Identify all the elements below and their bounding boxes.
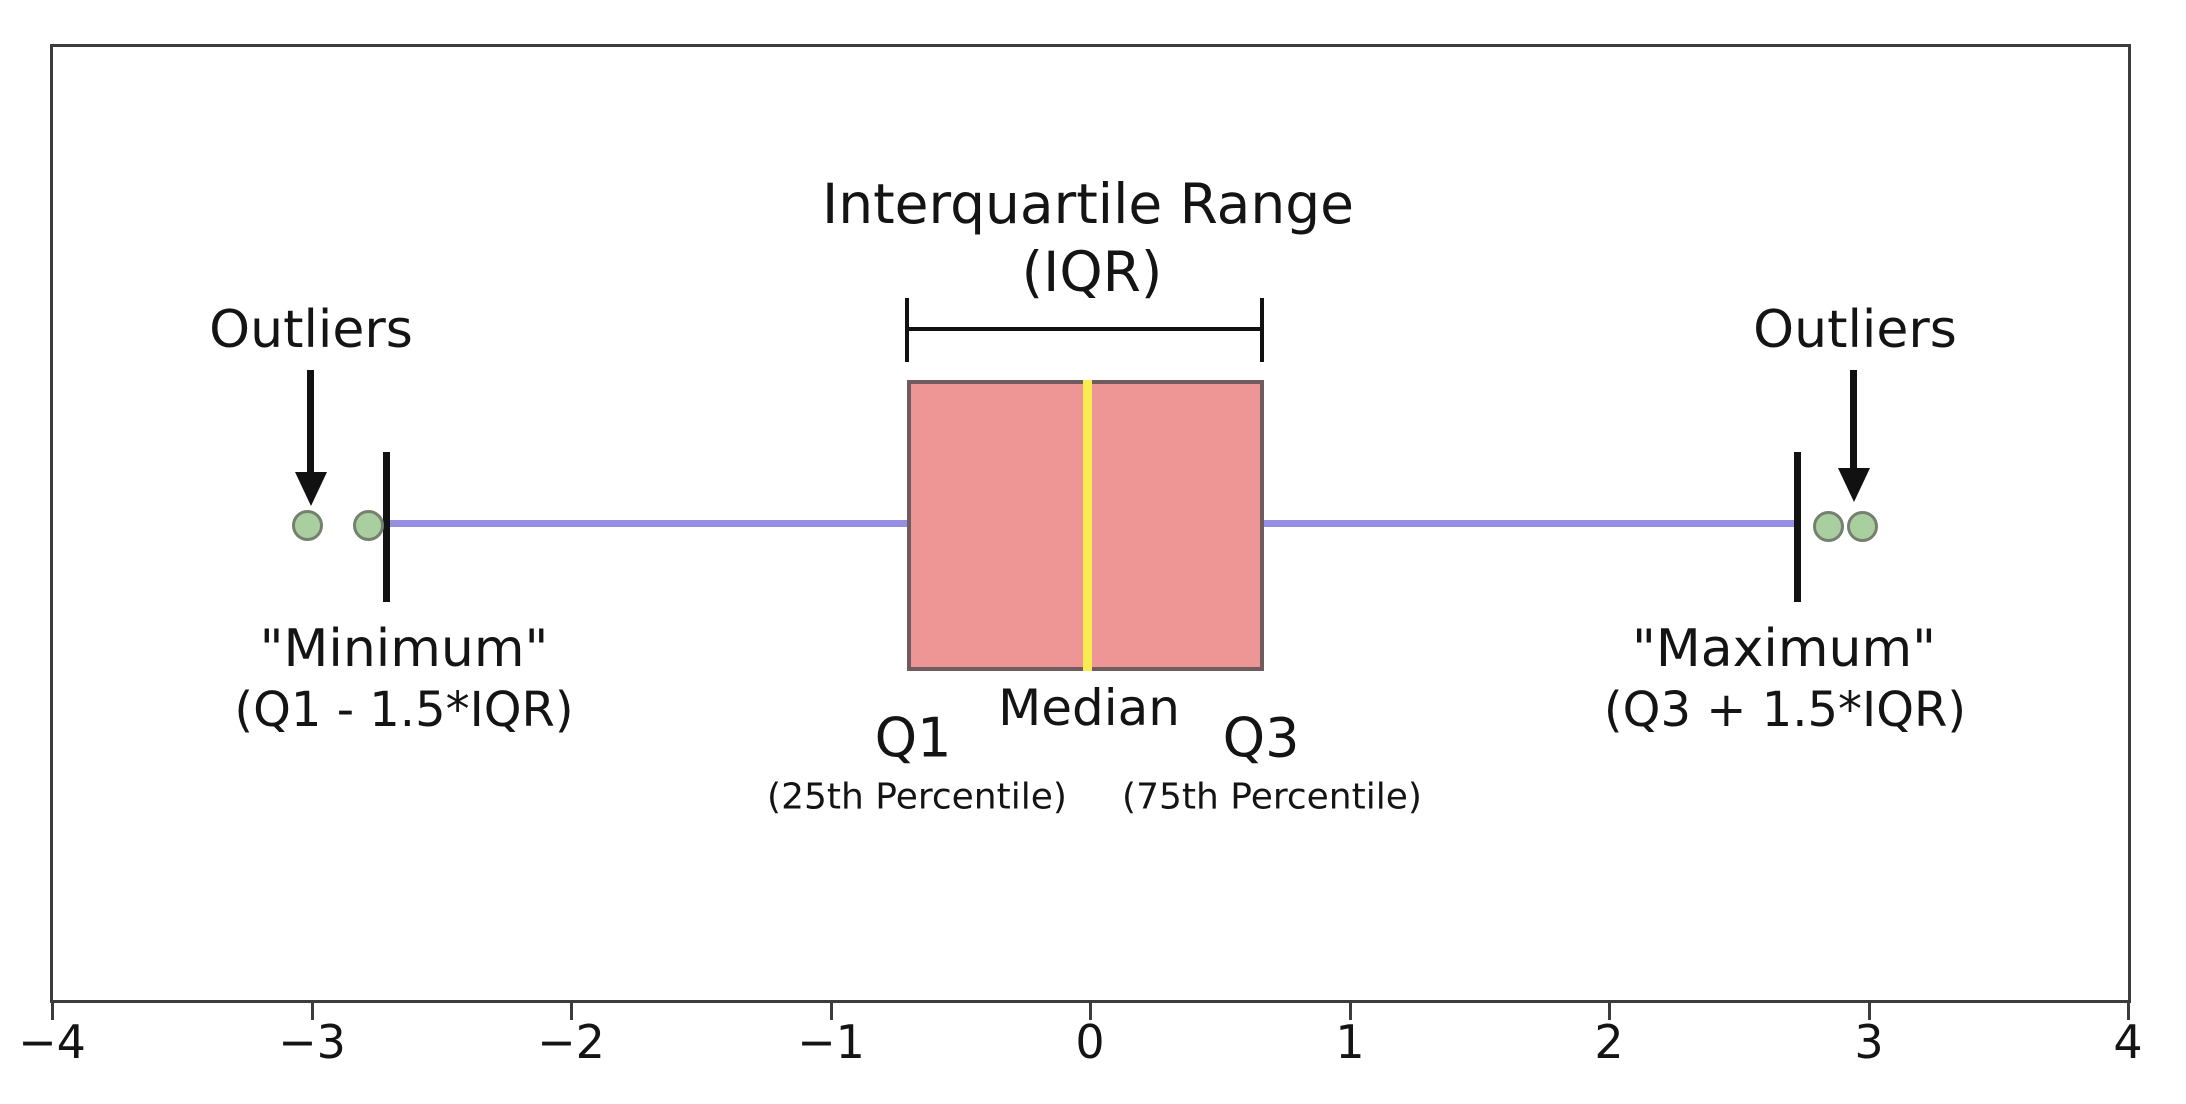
median-label: Median: [998, 679, 1180, 737]
whisker-line-right: [1262, 520, 1796, 527]
x-axis-tick-label: 1: [1335, 1015, 1365, 1069]
median-line: [1083, 380, 1092, 671]
maximum-formula: (Q3 + 1.5*IQR): [1603, 682, 1967, 738]
x-axis-tick-label: 3: [1854, 1015, 1884, 1069]
outliers-right-label: Outliers: [1753, 300, 1957, 360]
q1-percentile-label: (25th Percentile): [767, 776, 1067, 818]
x-axis-tick: [51, 1003, 54, 1020]
plot-border: [50, 44, 2131, 1003]
x-axis-tick-label: 0: [1075, 1015, 1105, 1069]
outlier-dot: [1813, 511, 1844, 542]
outlier-dot: [353, 510, 384, 541]
outliers-left-arrow: [307, 370, 314, 474]
minimum-label: "Minimum": [259, 619, 549, 679]
x-axis-tick: [2127, 1003, 2130, 1020]
x-axis-tick-label: −3: [278, 1015, 346, 1069]
outliers-right-arrowhead-icon: [1838, 468, 1870, 502]
x-axis-tick-label: −2: [537, 1015, 605, 1069]
x-axis-tick-label: −1: [797, 1015, 865, 1069]
iqr-title-abbreviation: (IQR): [1021, 240, 1163, 304]
q3-label: Q3: [1222, 706, 1300, 770]
q1-label: Q1: [874, 706, 952, 770]
x-axis-tick: [570, 1003, 573, 1020]
outlier-dot: [1847, 511, 1878, 542]
x-axis-tick: [830, 1003, 833, 1020]
x-axis-tick: [311, 1003, 314, 1020]
whisker-line-left: [388, 520, 909, 527]
x-axis-tick-label: 2: [1594, 1015, 1624, 1069]
x-axis-tick: [1089, 1003, 1092, 1020]
outliers-left-arrowhead-icon: [295, 472, 327, 506]
iqr-bracket-line: [907, 327, 1264, 331]
iqr-bracket-tick-right: [1260, 298, 1264, 362]
x-axis-tick: [1868, 1003, 1871, 1020]
iqr-title: Interquartile Range: [822, 172, 1354, 236]
outliers-right-arrow: [1850, 370, 1857, 470]
x-axis-tick-label: −4: [18, 1015, 86, 1069]
x-axis-tick: [1349, 1003, 1352, 1020]
minimum-formula: (Q1 - 1.5*IQR): [234, 682, 574, 738]
outlier-dot: [292, 510, 323, 541]
outliers-left-label: Outliers: [209, 300, 413, 360]
whisker-cap-minimum: [383, 452, 390, 602]
x-axis-tick: [1608, 1003, 1611, 1020]
q3-percentile-label: (75th Percentile): [1122, 776, 1422, 818]
maximum-label: "Maximum": [1631, 619, 1937, 679]
iqr-bracket-tick-left: [905, 298, 909, 362]
whisker-cap-maximum: [1794, 452, 1801, 602]
x-axis-tick-label: 4: [2113, 1015, 2143, 1069]
